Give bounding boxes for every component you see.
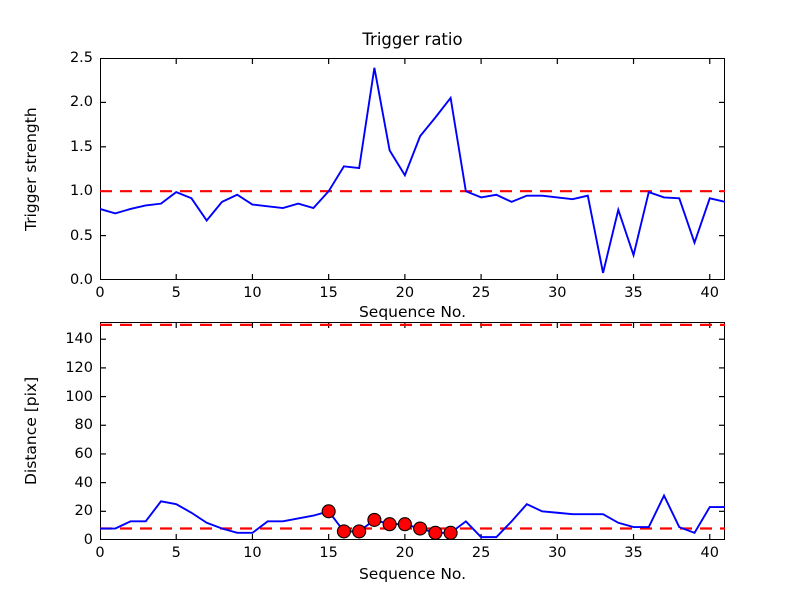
data-marker: [397, 517, 412, 532]
x-tick-label: 15: [319, 545, 338, 561]
distance-xlabel: Sequence No.: [358, 565, 467, 583]
x-tick-label: 20: [395, 545, 415, 561]
y-tick-label: 2.0: [69, 94, 93, 111]
y-tick-label: 140: [65, 331, 93, 348]
x-tick-label: 5: [171, 285, 181, 301]
y-tick-label: 1.5: [69, 138, 93, 155]
x-tick-label: 40: [700, 545, 719, 561]
distance-plot-frame: [100, 322, 725, 540]
data-marker: [352, 524, 367, 539]
x-tick-label: 0: [95, 545, 105, 561]
x-tick-label: 5: [171, 545, 181, 561]
x-tick-label: 30: [548, 545, 567, 561]
x-tick-label: 20: [395, 285, 415, 301]
data-marker: [413, 521, 428, 536]
y-tick-label: 2.5: [69, 50, 93, 66]
y-tick-label: 0: [83, 532, 93, 548]
y-tick-label: 0.0: [69, 272, 93, 288]
y-tick-label: 80: [74, 417, 93, 434]
page-title: Trigger ratio: [362, 30, 463, 49]
x-tick-label: 25: [471, 285, 491, 301]
x-tick-label: 35: [624, 545, 643, 561]
y-tick-label: 20: [74, 503, 93, 520]
x-tick-label: 15: [319, 285, 338, 301]
data-series-line: [100, 493, 725, 539]
trigger-ratio-ylabel: Trigger strength: [22, 107, 40, 231]
x-tick-label: 35: [624, 285, 643, 301]
x-tick-label: 40: [700, 285, 719, 301]
trigger-ratio-plot-area: [100, 58, 725, 280]
x-tick-label: 25: [471, 545, 491, 561]
distance-axes: [100, 322, 725, 540]
trigger-ratio-axes: [100, 58, 725, 280]
distance-plot-area: [100, 322, 725, 540]
y-tick-label: 100: [65, 388, 93, 405]
data-marker: [382, 517, 397, 532]
trigger-ratio-plot-frame: [100, 58, 725, 280]
trigger-ratio-xlabel: Sequence No.: [358, 303, 467, 321]
x-tick-label: 0: [95, 285, 105, 301]
y-tick-label: 120: [65, 359, 93, 376]
y-tick-label: 1.0: [69, 183, 93, 200]
data-marker: [336, 524, 351, 539]
x-tick-label: 10: [243, 545, 262, 561]
data-series-line: [100, 67, 725, 274]
data-marker: [428, 525, 443, 540]
data-marker: [367, 512, 382, 527]
y-tick-label: 60: [74, 445, 93, 462]
data-marker: [321, 504, 336, 519]
x-tick-label: 30: [548, 285, 567, 301]
x-tick-label: 10: [243, 285, 262, 301]
y-tick-label: 0.5: [69, 227, 93, 244]
y-tick-label: 40: [74, 474, 93, 491]
data-marker: [443, 525, 458, 540]
